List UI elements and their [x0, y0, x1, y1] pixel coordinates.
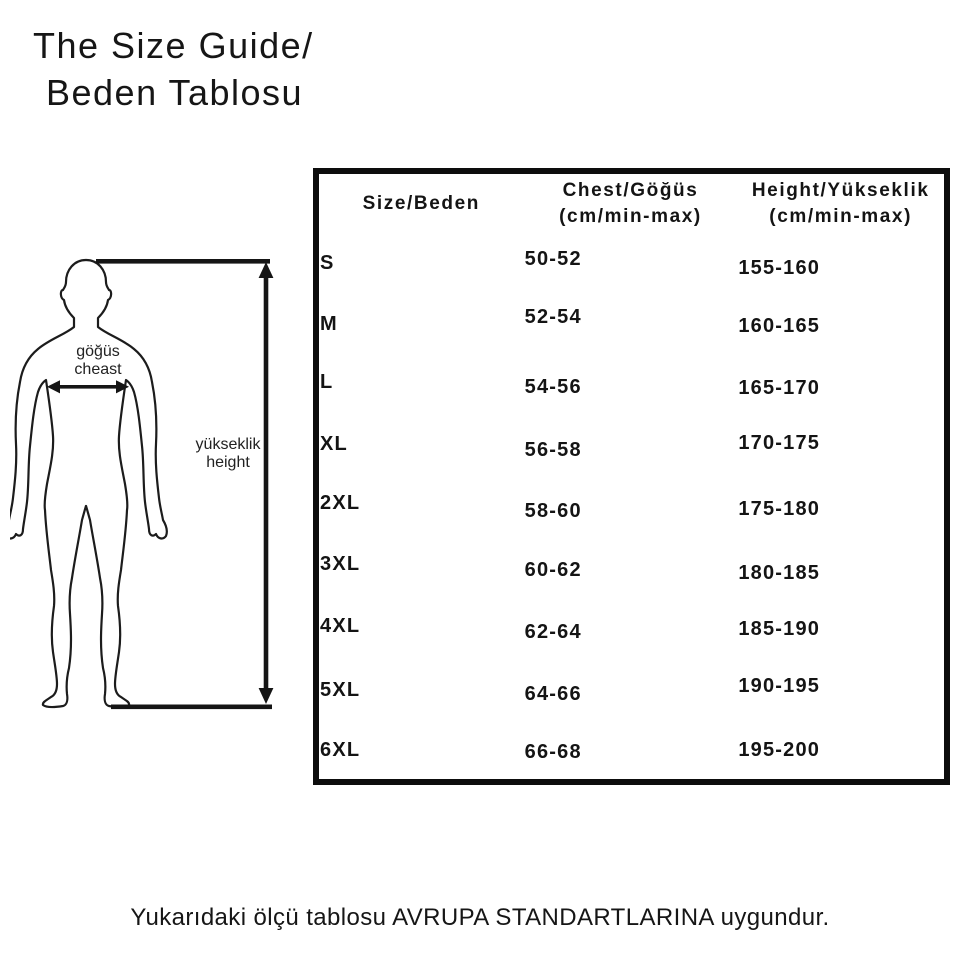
size-cell: 4XL	[316, 599, 524, 660]
size-value: L	[320, 371, 334, 393]
chest-cell: 50-52	[524, 233, 738, 294]
chest-value: 52-54	[524, 306, 582, 328]
size-cell: S	[316, 233, 524, 294]
height-value: 160-165	[738, 315, 821, 337]
height-cell: 170-175	[737, 416, 947, 477]
column-header-chest-line1: Chest/Göğüs	[562, 179, 699, 201]
size-value: 2XL	[320, 492, 361, 514]
height-value: 195-200	[738, 738, 821, 761]
height-cell: 175-180	[737, 477, 947, 538]
table-row-5xl: 5XL 64-66 190-195	[316, 660, 947, 721]
chest-cell: 58-60	[524, 477, 738, 538]
table-row-3xl: 3XL 60-62 180-185	[316, 538, 947, 599]
size-cell: M	[316, 294, 524, 355]
height-value: 180-185	[738, 562, 821, 584]
chest-value: 58-60	[524, 500, 582, 522]
body-silhouette-icon	[10, 258, 168, 709]
size-cell: XL	[316, 416, 524, 477]
height-label-tr: yükseklik	[195, 436, 261, 453]
column-header-height-line1: Height/Yükseklik	[751, 179, 930, 201]
chest-cell: 56-58	[524, 416, 738, 477]
height-cell: 155-160	[737, 233, 947, 294]
table-row-xl: XL 56-58 170-175	[316, 416, 947, 477]
chest-cell: 60-62	[524, 538, 738, 599]
chest-value: 56-58	[524, 439, 582, 461]
height-cell: 190-195	[737, 660, 947, 721]
chest-cell: 64-66	[524, 660, 738, 721]
column-header-chest: Chest/Göğüs (cm/min-max)	[524, 171, 738, 233]
height-cell: 160-165	[737, 294, 947, 355]
height-cell: 180-185	[737, 538, 947, 599]
size-cell: 2XL	[316, 477, 524, 538]
size-value: 4XL	[320, 615, 361, 637]
chest-cell: 54-56	[524, 355, 738, 416]
height-arrow-shaft	[263, 274, 269, 694]
table-row-2xl: 2XL 58-60 175-180	[316, 477, 947, 538]
size-value: 3XL	[320, 553, 361, 575]
column-header-height-line2: (cm/min-max)	[769, 205, 913, 227]
size-value: 6XL	[320, 738, 361, 761]
chest-label-en: cheast	[74, 361, 122, 378]
height-value: 175-180	[738, 498, 821, 520]
feet-line	[111, 704, 272, 710]
size-table: Size/Beden Chest/Göğüs (cm/min-max) Heig…	[313, 168, 950, 785]
size-value: M	[320, 313, 338, 335]
page-title: The Size Guide/ Beden Tablosu	[33, 22, 314, 116]
chest-label: göğüs cheast	[43, 343, 153, 379]
height-label-en: height	[206, 454, 250, 471]
column-header-size-label: Size/Beden	[362, 192, 480, 214]
chest-value: 54-56	[524, 376, 582, 398]
height-cell: 195-200	[737, 721, 947, 782]
size-table-header-row: Size/Beden Chest/Göğüs (cm/min-max) Heig…	[316, 171, 947, 233]
measurement-figure: göğüs cheast yükseklik height	[10, 248, 300, 720]
standards-caption: Yukarıdaki ölçü tablosu AVRUPA STANDARTL…	[130, 904, 830, 931]
size-cell: 6XL	[316, 721, 524, 782]
chest-label-tr: göğüs	[76, 343, 120, 360]
chest-cell: 62-64	[524, 599, 738, 660]
column-header-height: Height/Yükseklik (cm/min-max)	[737, 171, 947, 233]
table-row-4xl: 4XL 62-64 185-190	[316, 599, 947, 660]
height-value: 185-190	[738, 618, 821, 640]
chest-cell: 66-68	[524, 721, 738, 782]
table-row-m: M 52-54 160-165	[316, 294, 947, 355]
page-title-line1: The Size Guide/	[33, 25, 314, 66]
height-label: yükseklik height	[173, 436, 283, 472]
chest-value: 66-68	[524, 740, 582, 763]
table-row-l: L 54-56 165-170	[316, 355, 947, 416]
chest-value: 60-62	[524, 559, 582, 581]
table-row-s: S 50-52 155-160	[316, 233, 947, 294]
height-value: 155-160	[738, 257, 821, 279]
chest-value: 50-52	[524, 248, 582, 270]
table-row-6xl: 6XL 66-68 195-200	[316, 721, 947, 782]
page-title-line2: Beden Tablosu	[46, 72, 304, 113]
chest-value: 62-64	[524, 621, 582, 643]
size-cell: L	[316, 355, 524, 416]
chest-value: 64-66	[524, 683, 582, 705]
size-value: S	[320, 252, 335, 274]
height-arrow-icon	[96, 259, 274, 710]
chest-cell: 52-54	[524, 294, 738, 355]
height-value: 170-175	[738, 432, 821, 454]
size-value: 5XL	[320, 679, 361, 701]
height-value: 165-170	[738, 377, 821, 399]
column-header-chest-line2: (cm/min-max)	[559, 205, 702, 227]
size-value: XL	[320, 433, 348, 455]
head-top-line	[96, 259, 270, 264]
measurement-figure-svg	[10, 258, 274, 710]
height-value: 190-195	[738, 675, 821, 697]
size-cell: 3XL	[316, 538, 524, 599]
chest-width-arrow-icon	[47, 380, 129, 394]
height-cell: 185-190	[737, 599, 947, 660]
column-header-size: Size/Beden	[316, 171, 524, 233]
size-cell: 5XL	[316, 660, 524, 721]
height-cell: 165-170	[737, 355, 947, 416]
